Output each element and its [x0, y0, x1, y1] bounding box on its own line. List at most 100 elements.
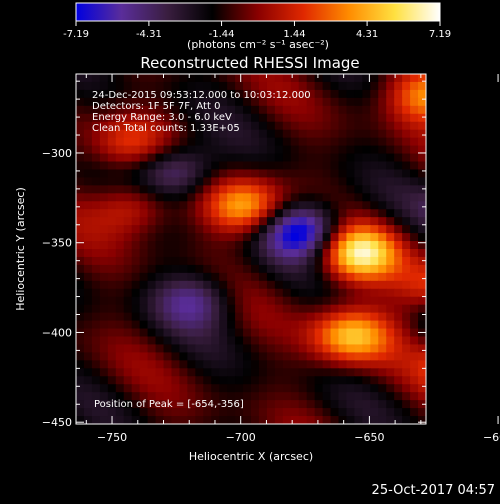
heatmap-cell — [266, 376, 276, 385]
heatmap-cell — [171, 256, 180, 266]
heatmap-cell — [330, 296, 340, 306]
heatmap-cell — [243, 360, 252, 369]
heatmap-cell — [155, 177, 165, 186]
heatmap-cell — [227, 241, 236, 250]
heatmap-cell — [179, 272, 188, 282]
heatmap-cell — [346, 129, 355, 139]
heatmap-cell — [243, 113, 252, 123]
heatmap-cell — [274, 201, 284, 210]
heatmap-cell — [346, 256, 355, 266]
heatmap-cell — [76, 97, 85, 107]
heatmap-cell — [131, 352, 141, 361]
x-tick-label: −650 — [354, 431, 384, 444]
heatmap-cell — [418, 392, 426, 401]
heatmap-cell — [251, 129, 260, 139]
heatmap-cell — [155, 225, 165, 234]
heatmap-cell — [243, 129, 252, 139]
heatmap-cell — [195, 129, 204, 139]
heatmap-cell — [266, 113, 276, 123]
heatmap-cell — [76, 105, 85, 115]
heatmap-cell — [195, 288, 204, 298]
heatmap-cell — [386, 209, 395, 218]
heatmap-cell — [99, 264, 109, 274]
heatmap-cell — [211, 185, 220, 194]
heatmap-cell — [394, 400, 403, 409]
heatmap-cell — [211, 137, 220, 147]
heatmap-cell — [187, 201, 196, 210]
heatmap-cell — [378, 256, 387, 266]
heatmap-cell — [410, 312, 419, 322]
heatmap-cell — [139, 233, 149, 242]
heatmap-cell — [346, 384, 355, 393]
heatmap-cell — [219, 320, 228, 330]
heatmap-cell — [131, 89, 141, 99]
heatmap-cell — [418, 368, 426, 377]
heatmap-cell — [290, 217, 300, 226]
heatmap-cell — [322, 392, 332, 401]
heatmap-cell — [187, 256, 196, 266]
heatmap-cell — [410, 344, 419, 353]
heatmap-cell — [91, 193, 101, 202]
heatmap-cell — [115, 416, 125, 424]
heatmap-cell — [139, 416, 149, 424]
heatmap-cell — [322, 145, 332, 155]
heatmap-cell — [274, 185, 284, 194]
heatmap-cell — [354, 280, 363, 290]
heatmap-cell — [76, 201, 85, 210]
heatmap-cell — [179, 225, 188, 234]
heatmap-cell — [298, 89, 308, 99]
heatmap-cell — [131, 312, 141, 322]
heatmap-cell — [370, 145, 379, 155]
heatmap-cell — [306, 185, 316, 194]
heatmap-cell — [163, 384, 173, 393]
heatmap-cell — [147, 336, 157, 346]
heatmap-cell — [91, 225, 101, 234]
heatmap-cell — [139, 352, 149, 361]
heatmap-cell — [354, 360, 363, 369]
heatmap-cell — [274, 105, 284, 115]
heatmap-cell — [410, 113, 419, 123]
heatmap-cell — [235, 185, 244, 194]
heatmap-cell — [274, 384, 284, 393]
heatmap-cell — [314, 105, 324, 115]
annotation-clean: Clean Total counts: 1.33E+05 — [92, 123, 240, 134]
heatmap-cell — [266, 81, 276, 91]
heatmap-cell — [346, 105, 355, 115]
heatmap-cell — [131, 272, 141, 282]
heatmap-cell — [171, 74, 180, 83]
heatmap-cell — [298, 177, 308, 186]
heatmap-cell — [243, 201, 252, 210]
heatmap-cell — [235, 233, 244, 242]
heatmap-cell — [354, 320, 363, 330]
heatmap-cell — [370, 217, 379, 226]
heatmap-cell — [418, 288, 426, 298]
heatmap-cell — [251, 177, 260, 186]
heatmap-cell — [155, 408, 165, 417]
heatmap-cell — [290, 304, 300, 314]
heatmap-cell — [298, 241, 308, 250]
heatmap-cell — [107, 97, 117, 107]
heatmap-cell — [147, 105, 157, 115]
heatmap-cell — [211, 193, 220, 202]
heatmap-cell — [83, 209, 93, 218]
heatmap-cell — [179, 336, 188, 346]
heatmap-cell — [386, 193, 395, 202]
heatmap-cell — [76, 217, 85, 226]
heatmap-cell — [195, 392, 204, 401]
heatmap-cell — [386, 81, 395, 91]
heatmap-cell — [410, 368, 419, 377]
heatmap-cell — [386, 328, 395, 338]
heatmap-cell — [370, 264, 379, 274]
heatmap-cell — [107, 161, 117, 171]
heatmap-cell — [76, 392, 85, 401]
heatmap-cell — [131, 320, 141, 330]
heatmap-cell — [306, 376, 316, 385]
heatmap-cell — [187, 113, 196, 123]
heatmap-cell — [107, 296, 117, 306]
heatmap-cell — [243, 169, 252, 178]
heatmap-cell — [306, 74, 316, 83]
heatmap-cell — [298, 392, 308, 401]
heatmap-cell — [330, 225, 340, 234]
heatmap-cell — [410, 137, 419, 147]
heatmap-cell — [203, 169, 212, 178]
